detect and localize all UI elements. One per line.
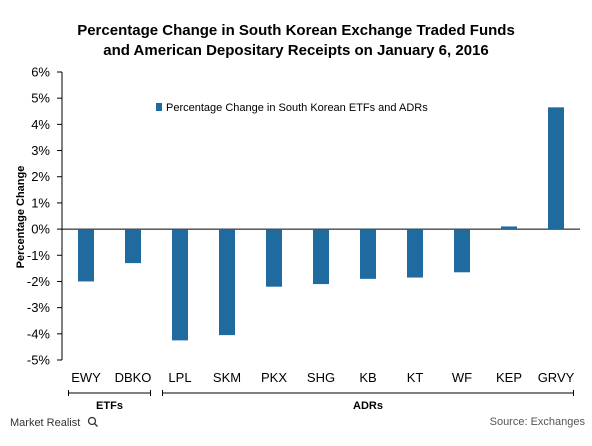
bar-kt [407,229,423,278]
group-label: ADRs [353,400,383,412]
bar-skm [219,229,235,336]
category-label: GRVY [538,370,575,385]
category-label: EWY [71,370,101,385]
category-label: KB [359,370,376,385]
y-axis-label: Percentage Change [15,166,27,269]
category-label: KT [407,370,424,385]
category-label: SKM [213,370,241,385]
y-tick-label: 3% [31,143,50,158]
legend-label: Percentage Change in South Korean ETFs a… [166,102,428,114]
category-label: DBKO [115,370,152,385]
y-tick-label: 5% [31,91,50,106]
y-tick-label: 6% [31,65,50,80]
bar-kep [501,226,517,230]
bar-grvy [548,107,564,230]
magnifier-icon [87,416,97,426]
category-label: WF [452,370,472,385]
y-tick-label: -2% [27,274,51,289]
category-label: KEP [496,370,522,385]
category-label: SHG [307,370,335,385]
y-tick-label: -4% [27,326,51,341]
y-tick-label: 0% [31,222,50,237]
group-brackets: ETFs ADRs [68,390,574,412]
y-tick-label: 2% [31,169,50,184]
bar-lpl [172,229,188,341]
y-tick-label: -1% [27,248,51,263]
group-label: ETFs [96,400,123,412]
y-tick-label: -3% [27,300,51,315]
chart-title-line-1: Percentage Change in South Korean Exchan… [77,22,515,39]
y-tick-label: 4% [31,117,50,132]
category-label: PKX [261,370,287,385]
bar-shg [313,229,329,285]
bar-kb [360,229,376,279]
category-label: LPL [168,370,191,385]
brand-text: Market Realist [10,417,80,429]
legend-swatch [156,103,162,111]
magnifier-handle [94,423,98,427]
bars [78,107,564,341]
legend: Percentage Change in South Korean ETFs a… [156,102,428,114]
y-tick-label: 1% [31,195,50,210]
bar-pkx [266,229,282,287]
bar-ewy [78,229,94,282]
bar-dbko [125,229,141,264]
category-labels: EWY DBKO LPL SKM PKX SHG KB KT WF KEP GRVY [71,370,574,385]
axes [57,71,580,361]
y-tick-label: -5% [27,353,51,368]
bar-wf [454,229,470,273]
chart-title-line-2: and American Depositary Receipts on Janu… [103,42,488,59]
y-tick-labels: 6% 5% 4% 3% 2% 1% 0% -1% -2% -3% -4% -5% [27,65,51,368]
market-realist-logo: Market Realist [10,416,98,429]
source-note: Source: Exchanges [490,416,586,428]
